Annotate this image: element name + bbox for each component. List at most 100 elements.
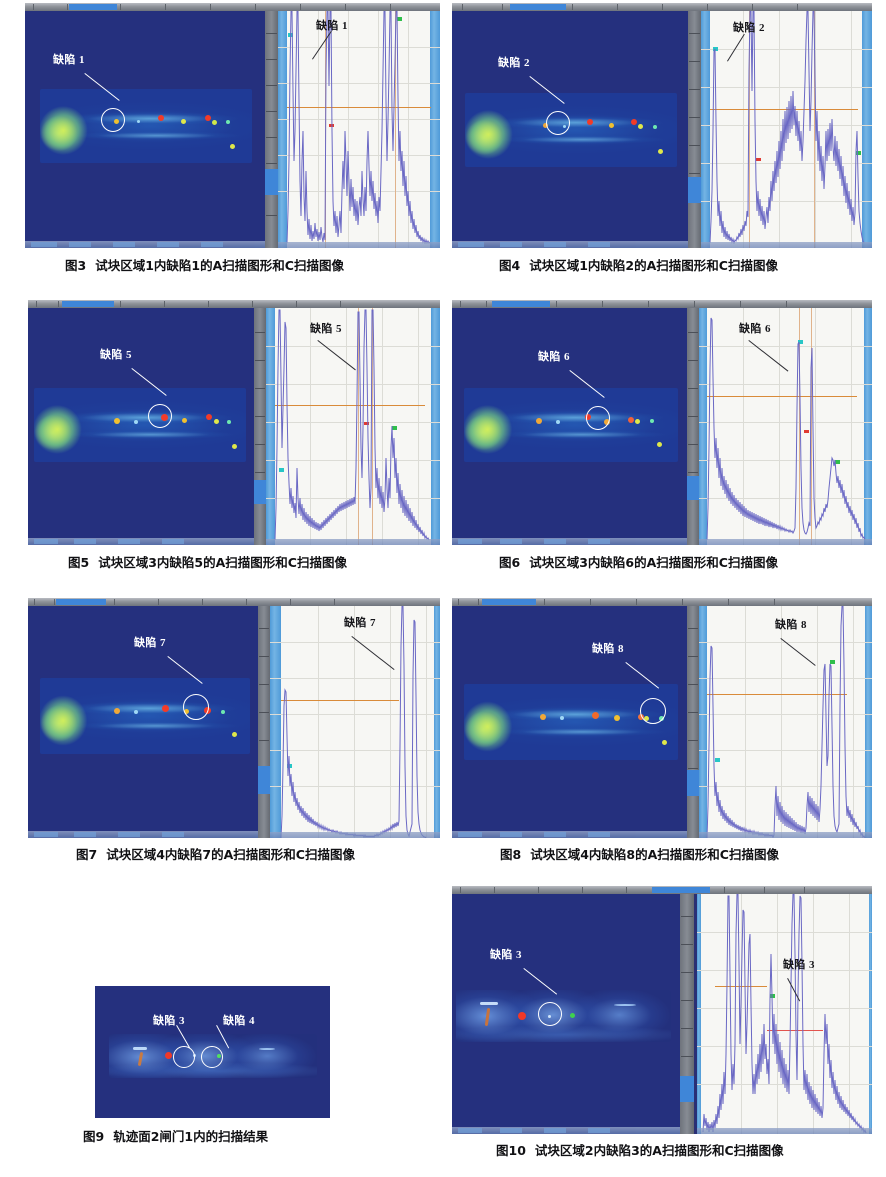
c-scan-status-bar [28, 538, 254, 545]
a-scan-right-scale[interactable] [865, 606, 872, 838]
a-scan-left-scale[interactable] [270, 606, 281, 838]
peak-marker-green [835, 460, 840, 464]
a-scan-status-bar [270, 832, 440, 838]
window-toolbar[interactable] [452, 598, 872, 606]
defect-marker-circle [538, 1002, 562, 1026]
gate-threshold-line [287, 107, 431, 109]
c-scan-view[interactable]: 缺陷 5 [28, 308, 254, 545]
caption-number: 图9 [83, 1129, 105, 1144]
depth-ruler[interactable] [254, 308, 266, 545]
c-scan-callout-label-3: 缺陷 3 [153, 1015, 185, 1027]
window-toolbar[interactable] [25, 3, 440, 11]
figure-fig3: 缺陷 1 [25, 3, 440, 273]
a-scan-waveform [280, 606, 427, 838]
a-scan-plot[interactable]: 缺陷 1 [278, 11, 440, 248]
figure-fig6: 缺陷 6 [452, 300, 872, 570]
caption-number: 图4 [499, 258, 521, 273]
a-scan-plot[interactable]: 缺陷 2 [701, 11, 872, 248]
c-scan-status-bar [28, 831, 258, 838]
defect-marker-circle-4 [201, 1046, 223, 1068]
c-scan-view[interactable]: 缺陷 3 缺陷 4 [95, 986, 330, 1118]
caption-text: 试块区域2内缺陷3的A扫描图形和C扫描图像 [534, 1143, 784, 1158]
c-scan-view[interactable]: 缺陷 6 [452, 308, 687, 545]
c-scan-status-bar [452, 241, 688, 248]
c-scan-callout-label: 缺陷 6 [538, 351, 570, 363]
peak-marker-cyan [715, 758, 720, 762]
acquisition-window: 缺陷 2 [452, 3, 872, 248]
window-toolbar[interactable] [452, 3, 872, 11]
gate-threshold-line [281, 700, 399, 702]
c-scan-specimen-image [40, 89, 252, 163]
defect-marker-circle [183, 694, 209, 720]
a-scan-right-scale[interactable] [869, 894, 872, 1134]
peak-marker-green [856, 151, 861, 155]
caption-text: 试块区域1内缺陷1的A扫描图形和C扫描图像 [95, 258, 344, 273]
window-toolbar[interactable] [452, 886, 872, 894]
a-scan-callout-label: 缺陷 2 [733, 22, 765, 34]
figure-caption: 图5 试块区域3内缺陷5的A扫描图形和C扫描图像 [68, 552, 347, 571]
depth-ruler[interactable] [265, 11, 278, 248]
a-scan-plot[interactable]: 缺陷 3 [697, 894, 872, 1134]
window-toolbar[interactable] [452, 300, 872, 308]
c-scan-callout-label: 缺陷 3 [490, 949, 522, 961]
c-scan-view[interactable]: 缺陷 2 [452, 11, 688, 248]
gate-marker-red [804, 430, 809, 433]
a-scan-right-scale[interactable] [434, 606, 440, 838]
defect-marker-circle [640, 698, 666, 724]
a-scan-left-scale[interactable] [278, 11, 287, 248]
depth-ruler[interactable] [687, 308, 699, 545]
a-scan-status-bar [699, 539, 872, 545]
depth-ruler[interactable] [688, 11, 701, 248]
c-scan-specimen-image [40, 678, 250, 754]
a-scan-callout-label: 缺陷 8 [775, 619, 807, 631]
acquisition-window: 缺陷 6 [452, 300, 872, 545]
c-scan-status-bar [452, 1127, 680, 1134]
c-scan-specimen-image [456, 990, 671, 1042]
caption-number: 图5 [68, 555, 90, 570]
a-scan-callout-label: 缺陷 7 [344, 617, 376, 629]
c-scan-specimen-image [465, 93, 677, 167]
a-scan-left-scale[interactable] [701, 11, 710, 248]
figure-caption: 图10 试块区域2内缺陷3的A扫描图形和C扫描图像 [496, 1140, 784, 1159]
window-toolbar[interactable] [28, 300, 440, 308]
a-scan-waveform [274, 309, 430, 541]
c-scan-status-bar [452, 538, 687, 545]
depth-ruler[interactable] [680, 894, 694, 1134]
a-scan-left-scale[interactable] [697, 894, 701, 1134]
a-scan-right-scale[interactable] [431, 308, 440, 545]
a-scan-status-bar [697, 1128, 872, 1134]
gate-marker-red [364, 422, 369, 425]
acquisition-window: 缺陷 7 [28, 598, 440, 838]
depth-ruler[interactable] [687, 606, 699, 838]
a-scan-right-scale[interactable] [864, 308, 872, 545]
a-scan-plot[interactable]: 缺陷 7 [270, 606, 440, 838]
caption-number: 图10 [496, 1143, 526, 1158]
a-scan-right-scale[interactable] [430, 11, 440, 248]
gate-threshold-line [275, 405, 425, 407]
window-toolbar[interactable] [28, 598, 440, 606]
caption-text: 试块区域3内缺陷6的A扫描图形和C扫描图像 [529, 555, 778, 570]
c-scan-view[interactable]: 缺陷 8 [452, 606, 687, 838]
c-scan-callout-label: 缺陷 5 [100, 349, 132, 361]
depth-ruler[interactable] [258, 606, 270, 838]
c-scan-view[interactable]: 缺陷 7 [28, 606, 258, 838]
defect-marker-circle [586, 406, 610, 430]
c-scan-callout-label: 缺陷 7 [134, 637, 166, 649]
a-scan-plot[interactable]: 缺陷 6 [699, 308, 872, 545]
c-scan-callout-label: 缺陷 8 [592, 643, 624, 655]
figure-caption: 图7 试块区域4内缺陷7的A扫描图形和C扫描图像 [76, 844, 355, 863]
a-scan-left-scale[interactable] [266, 308, 275, 545]
figure-fig5: 缺陷 5 [28, 300, 440, 570]
a-scan-right-scale[interactable] [862, 11, 872, 248]
figure-caption: 图8 试块区域4内缺陷8的A扫描图形和C扫描图像 [500, 844, 779, 863]
c-scan-callout-label-4: 缺陷 4 [223, 1015, 255, 1027]
c-scan-view[interactable]: 缺陷 3 [452, 894, 680, 1134]
caption-text: 试块区域4内缺陷8的A扫描图形和C扫描图像 [530, 847, 779, 862]
peak-marker-cyan [798, 340, 803, 344]
a-scan-plot[interactable]: 缺陷 5 [266, 308, 440, 545]
c-scan-view[interactable]: 缺陷 1 [25, 11, 265, 248]
defect-marker-circle [546, 111, 570, 135]
a-scan-left-scale[interactable] [699, 606, 707, 838]
a-scan-plot[interactable]: 缺陷 8 [699, 606, 872, 838]
a-scan-left-scale[interactable] [699, 308, 707, 545]
